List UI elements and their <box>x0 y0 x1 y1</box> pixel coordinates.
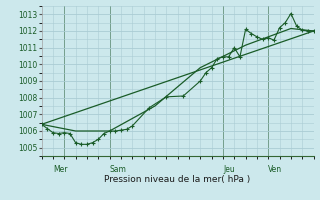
Text: Mer: Mer <box>53 165 68 174</box>
X-axis label: Pression niveau de la mer( hPa ): Pression niveau de la mer( hPa ) <box>104 175 251 184</box>
Text: Jeu: Jeu <box>223 165 235 174</box>
Text: Ven: Ven <box>268 165 282 174</box>
Text: Sam: Sam <box>109 165 126 174</box>
